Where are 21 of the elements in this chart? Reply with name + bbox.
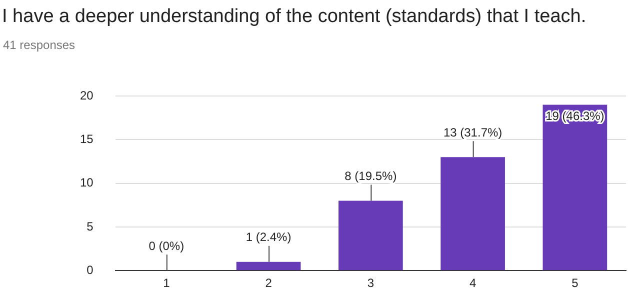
y-tick-label: 0 bbox=[86, 262, 94, 277]
y-tick-label: 10 bbox=[80, 176, 94, 190]
data-label: 19 (46.3%) bbox=[546, 109, 604, 124]
bar bbox=[440, 157, 505, 270]
data-label: 0 (0%) bbox=[148, 238, 184, 253]
y-tick-label: 20 bbox=[80, 88, 94, 102]
data-label: 8 (19.5%) bbox=[344, 169, 397, 184]
x-tick-label: 3 bbox=[367, 276, 374, 290]
y-tick-label: 5 bbox=[86, 219, 94, 234]
chart-title: I have a deeper understanding of the content (standards) that I teach. bbox=[2, 6, 586, 28]
x-tick-label: 5 bbox=[572, 276, 579, 290]
bar bbox=[542, 104, 608, 270]
x-tick-label: 4 bbox=[469, 276, 476, 290]
data-label: 13 (31.7%) bbox=[443, 125, 502, 140]
data-label: 1 (2.4%) bbox=[246, 230, 292, 244]
bar bbox=[338, 200, 403, 270]
x-tick-label: 1 bbox=[163, 276, 170, 290]
chart-subtitle: 41 responses bbox=[3, 38, 76, 52]
bar bbox=[236, 262, 301, 270]
x-tick-label: 2 bbox=[265, 276, 272, 290]
y-tick-label: 15 bbox=[80, 132, 94, 146]
